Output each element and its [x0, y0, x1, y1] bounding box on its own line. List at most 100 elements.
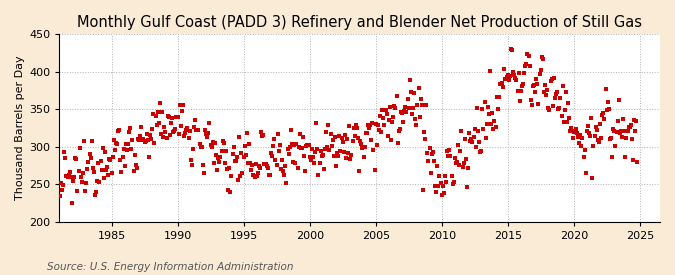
Point: [226, 174, 237, 178]
Point: [67, 201, 78, 206]
Point: [546, 77, 557, 82]
Point: [516, 89, 526, 93]
Point: [497, 81, 508, 86]
Point: [389, 104, 400, 108]
Point: [336, 136, 347, 140]
Point: [626, 122, 637, 127]
Point: [173, 132, 184, 136]
Point: [271, 163, 282, 167]
Point: [86, 139, 97, 143]
Point: [279, 173, 290, 177]
Point: [282, 147, 293, 152]
Point: [317, 153, 328, 157]
Point: [158, 135, 169, 139]
Point: [605, 136, 616, 141]
Point: [588, 144, 599, 148]
Point: [215, 155, 226, 159]
Point: [228, 145, 239, 150]
Point: [596, 136, 607, 140]
Point: [450, 155, 460, 160]
Point: [488, 126, 499, 131]
Point: [597, 113, 608, 117]
Point: [611, 130, 622, 134]
Point: [127, 138, 138, 142]
Point: [621, 135, 632, 140]
Point: [598, 111, 609, 115]
Point: [235, 174, 246, 178]
Point: [209, 161, 219, 166]
Point: [74, 146, 85, 150]
Point: [608, 126, 619, 131]
Point: [216, 149, 227, 153]
Point: [454, 163, 464, 167]
Point: [506, 47, 516, 51]
Point: [230, 159, 240, 163]
Point: [342, 137, 352, 141]
Point: [169, 129, 180, 133]
Point: [223, 188, 234, 192]
Point: [411, 123, 422, 128]
Point: [603, 107, 614, 111]
Point: [492, 107, 503, 111]
Point: [237, 171, 248, 175]
Point: [125, 125, 136, 130]
Point: [207, 140, 218, 144]
Point: [437, 183, 448, 188]
Point: [195, 145, 206, 150]
Point: [478, 127, 489, 131]
Point: [352, 136, 363, 140]
Point: [469, 127, 480, 131]
Point: [287, 142, 298, 146]
Point: [249, 175, 260, 180]
Point: [567, 136, 578, 141]
Point: [55, 181, 66, 185]
Point: [147, 127, 158, 131]
Point: [290, 161, 300, 165]
Point: [504, 74, 515, 78]
Point: [156, 132, 167, 136]
Point: [518, 71, 529, 75]
Point: [490, 125, 501, 130]
Point: [623, 125, 634, 130]
Point: [448, 182, 458, 186]
Point: [472, 129, 483, 133]
Point: [122, 148, 132, 152]
Point: [236, 150, 247, 155]
Point: [146, 137, 157, 141]
Point: [79, 139, 90, 143]
Point: [71, 157, 82, 161]
Point: [202, 135, 213, 139]
Point: [599, 117, 610, 121]
Point: [119, 163, 130, 168]
Point: [468, 135, 479, 139]
Point: [423, 159, 434, 163]
Point: [153, 121, 164, 125]
Point: [415, 97, 426, 101]
Point: [537, 57, 548, 61]
Point: [319, 147, 330, 151]
Point: [360, 131, 371, 136]
Point: [292, 166, 303, 170]
Point: [457, 165, 468, 170]
Text: Source: U.S. Energy Information Administration: Source: U.S. Energy Information Administ…: [47, 262, 294, 272]
Point: [362, 123, 373, 128]
Point: [356, 142, 367, 146]
Point: [258, 133, 269, 137]
Point: [508, 70, 518, 74]
Point: [406, 112, 417, 117]
Point: [436, 193, 447, 198]
Point: [402, 97, 413, 101]
Point: [109, 148, 120, 152]
Point: [530, 90, 541, 95]
Point: [117, 154, 128, 159]
Point: [101, 168, 111, 172]
Point: [177, 109, 188, 114]
Point: [232, 155, 242, 159]
Point: [300, 168, 310, 173]
Point: [233, 178, 244, 182]
Point: [284, 144, 295, 149]
Point: [441, 149, 452, 153]
Point: [275, 143, 286, 147]
Point: [171, 115, 182, 119]
Point: [518, 82, 529, 86]
